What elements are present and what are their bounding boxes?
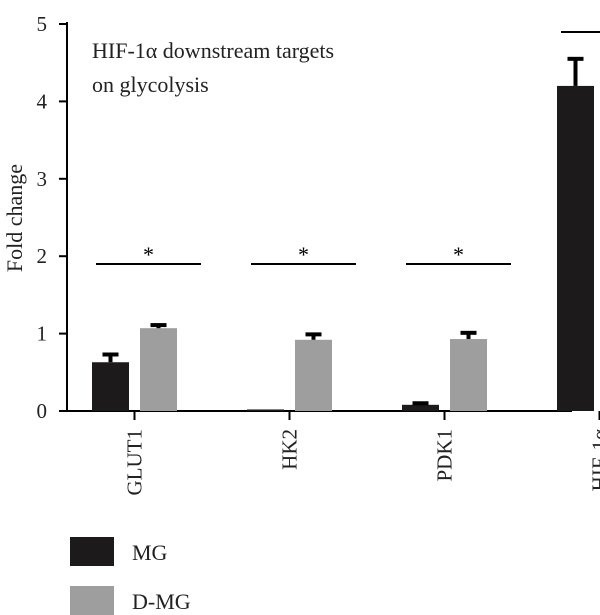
- y-axis-label: Fold change: [2, 164, 27, 272]
- chart-title: HIF-1α downstream targets on glycolysis: [92, 38, 334, 97]
- bar-mg: [557, 85, 594, 412]
- y-tick-label: 4: [37, 89, 48, 113]
- bar-d-mg: [140, 328, 177, 411]
- significance-star: *: [143, 242, 154, 267]
- bar-mg: [247, 409, 284, 411]
- bar-mg: [402, 404, 439, 411]
- x-tick-label: HIF-1α: [588, 429, 600, 491]
- legend-label-d-mg: D-MG: [132, 589, 191, 614]
- x-tick-label: PDK1: [433, 429, 457, 482]
- x-tick-label: HK2: [278, 429, 302, 470]
- y-tick-label: 3: [37, 167, 48, 191]
- legend-swatch-d-mg: [70, 586, 114, 615]
- x-tick-label: GLUT1: [123, 429, 147, 496]
- chart-title-line-1: HIF-1α downstream targets: [92, 38, 334, 63]
- legend-label-mg: MG: [132, 540, 168, 565]
- y-tick-label: 2: [37, 244, 48, 268]
- y-tick-label: 0: [37, 399, 48, 423]
- significance-star: *: [298, 242, 309, 267]
- bar-d-mg: [295, 339, 332, 411]
- bar-mg: [92, 362, 129, 411]
- bar-d-mg: [450, 339, 487, 411]
- legend-swatch-mg: [70, 537, 114, 566]
- significance-star: *: [453, 242, 464, 267]
- y-tick-label: 5: [37, 12, 48, 36]
- legend: MG D-MG: [70, 537, 191, 615]
- y-tick-label: 1: [37, 322, 48, 346]
- chart-title-line-2: on glycolysis: [92, 72, 209, 97]
